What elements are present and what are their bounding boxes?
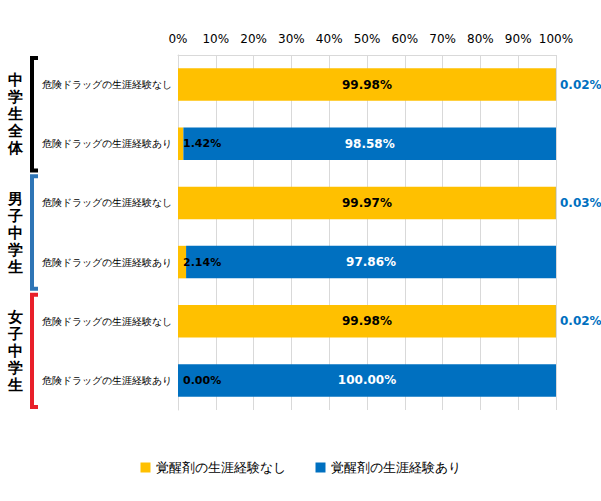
svg-text:生: 生: [7, 376, 23, 394]
svg-text:0.00%: 0.00%: [183, 374, 221, 387]
svg-text:80%: 80%: [467, 32, 494, 46]
svg-text:98.58%: 98.58%: [345, 137, 395, 151]
svg-text:危険ドラッグの生涯経験なし: 危険ドラッグの生涯経験なし: [42, 79, 172, 90]
svg-text:全: 全: [7, 122, 24, 140]
svg-text:97.86%: 97.86%: [346, 255, 396, 269]
svg-text:男: 男: [7, 190, 23, 208]
svg-text:子: 子: [7, 207, 23, 225]
svg-text:90%: 90%: [505, 32, 532, 46]
svg-text:40%: 40%: [316, 32, 343, 46]
svg-text:1.42%: 1.42%: [183, 137, 221, 150]
svg-text:学: 学: [8, 359, 23, 377]
svg-text:中: 中: [8, 224, 23, 242]
svg-text:危険ドラッグの生涯経験あり: 危険ドラッグの生涯経験あり: [42, 257, 172, 268]
svg-text:100.00%: 100.00%: [338, 373, 396, 387]
svg-text:覚醒剤の生涯経験なし: 覚醒剤の生涯経験なし: [156, 460, 286, 475]
svg-text:99.97%: 99.97%: [342, 196, 392, 210]
svg-text:60%: 60%: [391, 32, 418, 46]
svg-text:子: 子: [7, 325, 23, 343]
svg-text:20%: 20%: [240, 32, 267, 46]
svg-text:99.98%: 99.98%: [342, 314, 392, 328]
svg-text:100%: 100%: [539, 32, 573, 46]
svg-text:2.14%: 2.14%: [183, 256, 221, 269]
svg-text:0.03%: 0.03%: [560, 196, 601, 210]
svg-text:学: 学: [8, 241, 23, 259]
svg-text:危険ドラッグの生涯経験なし: 危険ドラッグの生涯経験なし: [42, 316, 172, 327]
svg-text:学: 学: [8, 88, 23, 106]
svg-text:30%: 30%: [278, 32, 305, 46]
svg-text:中: 中: [8, 71, 23, 89]
svg-text:中: 中: [8, 342, 23, 360]
svg-text:体: 体: [7, 139, 24, 157]
svg-text:生: 生: [7, 105, 23, 123]
svg-text:覚醒剤の生涯経験あり: 覚醒剤の生涯経験あり: [331, 460, 461, 475]
svg-text:危険ドラッグの生涯経験あり: 危険ドラッグの生涯経験あり: [42, 138, 172, 149]
svg-text:99.98%: 99.98%: [342, 78, 392, 92]
svg-text:10%: 10%: [202, 32, 229, 46]
svg-text:0.02%: 0.02%: [560, 78, 601, 92]
svg-text:70%: 70%: [429, 32, 456, 46]
svg-text:生: 生: [7, 258, 23, 276]
svg-text:0%: 0%: [168, 32, 187, 46]
svg-text:50%: 50%: [354, 32, 381, 46]
svg-text:女: 女: [7, 308, 23, 326]
svg-text:危険ドラッグの生涯経験なし: 危険ドラッグの生涯経験なし: [42, 197, 172, 208]
svg-text:0.02%: 0.02%: [560, 314, 601, 328]
svg-text:危険ドラッグの生涯経験あり: 危険ドラッグの生涯経験あり: [42, 375, 172, 386]
